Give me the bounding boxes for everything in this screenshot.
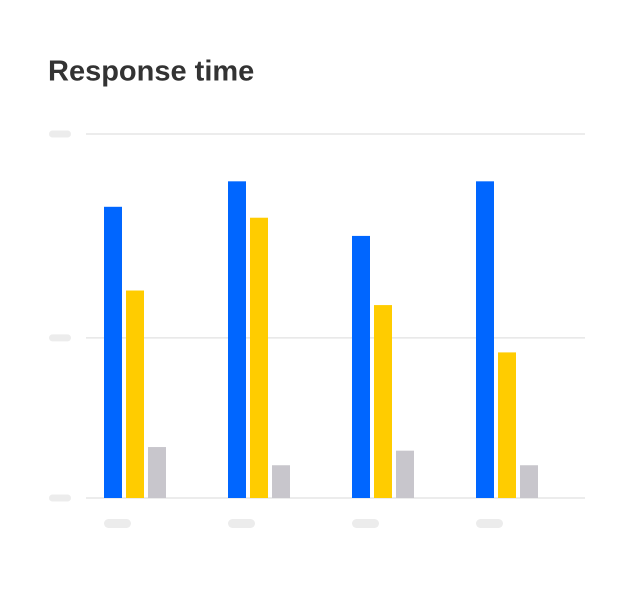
x-tick-placeholder	[228, 519, 255, 528]
chart-title: Response time	[48, 56, 254, 88]
bar	[396, 450, 414, 498]
y-tick-placeholder	[49, 130, 71, 138]
bar	[272, 465, 290, 498]
bar	[520, 465, 538, 498]
x-tick-placeholder	[352, 519, 379, 528]
bar	[374, 305, 392, 498]
bar	[352, 235, 370, 499]
y-tick-placeholder	[49, 334, 71, 342]
x-tick-placeholder	[476, 519, 503, 528]
bar	[498, 352, 516, 498]
bar	[476, 181, 494, 498]
bar	[148, 447, 166, 498]
x-tick-placeholder	[104, 519, 131, 528]
bar	[228, 181, 246, 498]
bar	[250, 217, 268, 498]
bar	[126, 290, 144, 498]
bar	[104, 206, 122, 499]
y-tick-placeholder	[49, 494, 71, 502]
